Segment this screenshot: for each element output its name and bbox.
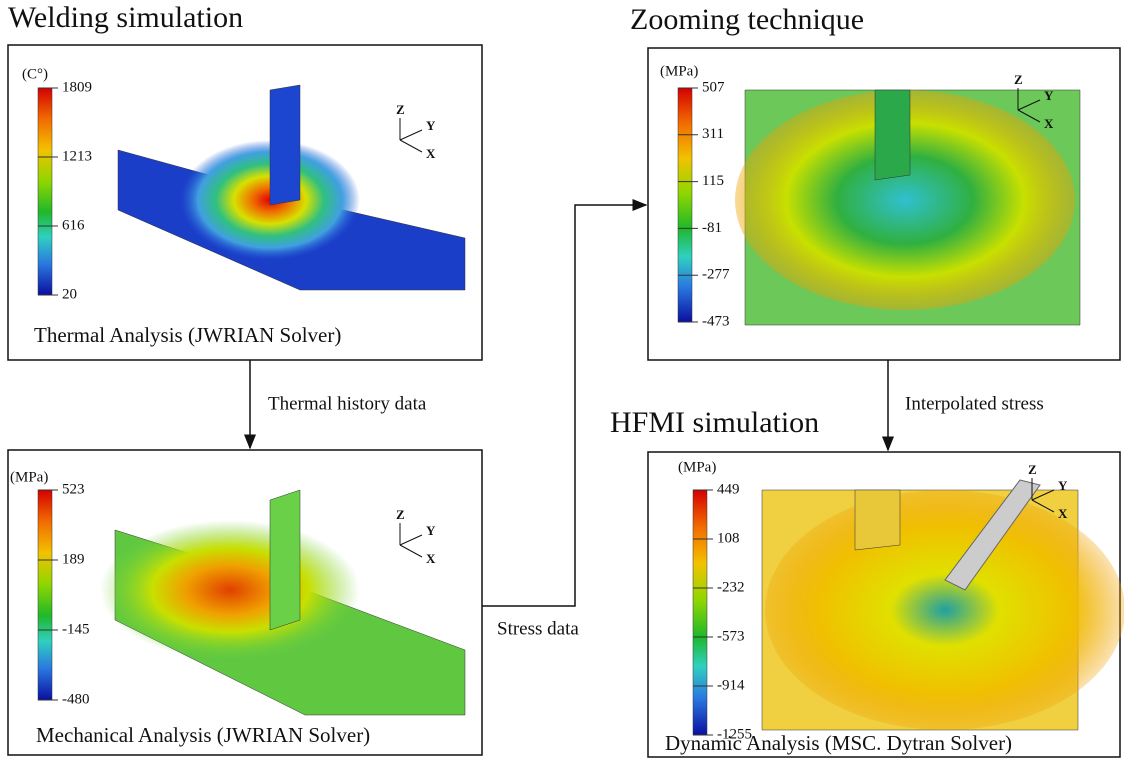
legend-label: 189 <box>62 551 85 567</box>
axis-label: Z <box>1028 462 1037 477</box>
hot-spot <box>735 90 1075 310</box>
hot-spot <box>100 520 360 660</box>
legend-label: -914 <box>717 677 745 693</box>
color-bar <box>692 489 708 736</box>
legend-label: 507 <box>702 79 725 95</box>
axis-label: Y <box>426 523 436 538</box>
axis-triad <box>1031 478 1055 513</box>
legend-label: -145 <box>62 621 90 637</box>
axis-label: Y <box>426 118 436 133</box>
color-bar <box>677 87 693 323</box>
legend-label: 449 <box>717 481 740 497</box>
axis-triad <box>399 118 423 153</box>
flow-label: Thermal history data <box>268 393 427 414</box>
caption: Dynamic Analysis (MSC. Dytran Solver) <box>665 731 1012 755</box>
legend-label: 311 <box>702 126 724 142</box>
flow-label: Interpolated stress <box>905 393 1044 414</box>
legend-label: -232 <box>717 579 745 595</box>
legend-unit: (C°) <box>22 66 48 82</box>
wall <box>269 489 301 631</box>
legend-label: 115 <box>702 173 724 189</box>
title: Zooming technique <box>630 3 864 36</box>
legend-label: -277 <box>702 267 730 283</box>
legend-label: 20 <box>62 286 77 302</box>
title: Welding simulation <box>8 1 243 34</box>
caption: Mechanical Analysis (JWRIAN Solver) <box>36 723 370 747</box>
legend-label: 523 <box>62 481 85 497</box>
legend-label: -1255 <box>717 726 752 742</box>
legend-label: -81 <box>702 220 722 236</box>
legend-unit: (MPa) <box>660 63 698 79</box>
legend-label: -573 <box>717 628 745 644</box>
wall <box>269 84 301 206</box>
legend-label: 1213 <box>62 148 92 164</box>
legend-label: 1809 <box>62 79 92 95</box>
color-bar <box>37 87 53 296</box>
hot-spot <box>765 490 1124 730</box>
legend-label: -473 <box>702 313 730 329</box>
axis-triad <box>399 523 423 558</box>
wall <box>854 489 901 551</box>
axis-label: X <box>426 551 436 566</box>
axis-label: Z <box>396 507 405 522</box>
axis-label: Z <box>396 102 405 117</box>
legend-label: -480 <box>62 691 90 707</box>
axis-triad <box>1017 88 1041 123</box>
legend-unit: (MPa) <box>678 459 716 475</box>
axis-label: X <box>1044 116 1054 131</box>
axis-label: Z <box>1014 72 1023 87</box>
flow-label: Stress data <box>497 618 579 639</box>
axis-label: X <box>426 146 436 161</box>
caption: Thermal Analysis (JWRIAN Solver) <box>34 323 341 347</box>
axis-label: X <box>1058 506 1068 521</box>
axis-label: Y <box>1044 88 1054 103</box>
wall <box>874 89 911 181</box>
hammer-pin <box>944 479 1041 591</box>
legend-label: 616 <box>62 217 85 233</box>
color-bar <box>37 489 53 701</box>
legend-label: 108 <box>717 530 740 546</box>
axis-label: Y <box>1058 478 1068 493</box>
legend-unit: (MPa) <box>10 469 48 485</box>
title: HFMI simulation <box>610 406 819 439</box>
